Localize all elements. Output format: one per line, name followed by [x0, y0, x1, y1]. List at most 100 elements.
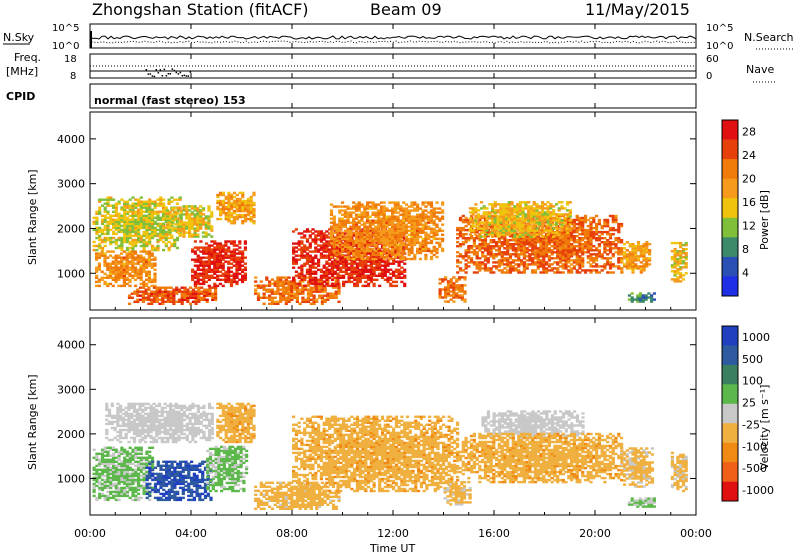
power-echo-cell-9: [452, 290, 456, 293]
power-echo-cell-7: [325, 256, 329, 259]
power-echo-cell-7: [305, 270, 310, 273]
power-echo-cell-8: [332, 237, 336, 241]
power-echo-cell-8: [357, 219, 361, 222]
power-echo-cell-0: [134, 230, 138, 234]
power-echo-cell-10: [542, 247, 546, 250]
power-echo-cell-1: [122, 284, 126, 288]
power-echo-cell-6: [287, 282, 291, 285]
power-echo-cell-2: [208, 294, 212, 297]
power-echo-cell-9: [452, 276, 456, 279]
power-echo-cell-11: [491, 231, 495, 234]
power-echo-cell-8: [352, 225, 356, 228]
power-echo-cell-4: [216, 274, 220, 277]
power-echo-cell-10: [600, 241, 604, 244]
power-echo-cell-7: [383, 264, 387, 267]
power-echo-cell-8: [427, 241, 431, 245]
power-echo-cell-1: [133, 252, 138, 255]
power-echo-cell-2: [127, 296, 132, 299]
power-echo-cell-0: [112, 206, 116, 209]
power-echo-cell-1: [139, 264, 143, 267]
power-echo-cell-1: [95, 252, 99, 255]
power-echo-cell-7: [294, 242, 298, 245]
power-echo-cell-0: [120, 244, 124, 248]
power-echo-cell-10: [572, 228, 576, 232]
power-echo-cell-11: [504, 213, 509, 216]
power-echo-cell-5: [249, 217, 253, 221]
power-echo-cell-8: [391, 245, 395, 249]
power-echo-cell-4: [243, 276, 247, 279]
power-echo-cell-3: [199, 215, 203, 218]
nsearch-label: N.Search: [744, 31, 794, 44]
power-echo-cell-5: [252, 220, 256, 223]
power-echo-cell-8: [379, 205, 384, 208]
freq-trace: [90, 65, 696, 78]
power-echo-cell-3: [193, 223, 197, 226]
power-echo-cell-1: [136, 270, 140, 273]
power-echo-cell-1: [153, 280, 157, 284]
power-echo-cell-6: [262, 288, 266, 291]
power-echo-cell-3: [199, 221, 203, 224]
power-echo-cell-10: [545, 271, 549, 274]
power-echo-cell-6: [276, 282, 280, 285]
power-echo-cell-10: [600, 237, 604, 240]
power-echo-cell-10: [556, 255, 560, 258]
power-echo-cell-2: [205, 292, 209, 295]
power-echo-cell-9: [444, 278, 448, 281]
power-echo-cell-10: [478, 218, 482, 222]
power-echo-cell-10: [614, 265, 618, 268]
power-echo-cell-10: [528, 255, 532, 258]
power-echo-cell-8: [335, 243, 339, 247]
power-echo-cell-0: [98, 236, 102, 240]
power-echo-cell-1: [100, 276, 104, 279]
power-echo-cell-2: [172, 300, 176, 303]
power-echo-cell-4: [204, 250, 209, 253]
power-echo-cell-7: [330, 270, 335, 273]
power-echo-cell-4: [199, 246, 203, 249]
power-echo-cell-8: [352, 211, 356, 214]
power-echo-cell-6: [320, 302, 324, 305]
power-echo-cell-10: [528, 243, 532, 246]
power-echo-cell-4: [238, 260, 242, 263]
power-echo-cell-7: [294, 262, 298, 265]
power-echo-cell-2: [180, 294, 184, 297]
power-echo-cell-8: [349, 213, 353, 216]
power-echo-cell-10: [617, 267, 621, 270]
power-echo-cell-1: [122, 272, 126, 275]
power-echo-cell-10: [589, 245, 593, 248]
power-echo-cell-10: [595, 257, 599, 260]
power-echo-cell-2: [172, 292, 176, 295]
power-echo-cell-5: [227, 195, 231, 199]
power-echo-cell-1: [108, 272, 113, 275]
power-echo-cell-6: [265, 284, 269, 287]
power-echo-cell-1: [145, 260, 149, 263]
power-echo-cell-10: [528, 253, 532, 256]
power-echo-cell-3: [179, 215, 183, 218]
power-echo-cell-8: [407, 247, 411, 251]
power-echo-cell-0: [170, 222, 174, 225]
power-echo-cell-11: [474, 225, 478, 228]
power-echo-cell-7: [339, 244, 343, 247]
power-echo-cell-0: [103, 198, 107, 201]
power-echo-cell-7: [297, 254, 301, 257]
power-echo-cell-10: [603, 247, 607, 250]
power-echo-cell-10: [603, 220, 607, 224]
power-echo-cell-11: [499, 217, 503, 220]
power-echo-cell-10: [611, 228, 615, 232]
power-echo-cell-11: [507, 213, 511, 216]
power-echo-cell-10: [547, 257, 551, 260]
power-echo-cell-7: [358, 264, 362, 267]
power-echo-cell-4: [199, 264, 203, 267]
power-echo-cell-7: [314, 234, 318, 237]
power-echo-cell-6: [265, 276, 269, 279]
power-echo-cell-6: [279, 296, 283, 299]
power-echo-cell-2: [214, 294, 218, 297]
power-echo-cell-7: [386, 268, 390, 271]
power-echo-cell-4: [216, 256, 220, 259]
power-echo-cell-3: [185, 225, 189, 228]
power-echo-cell-7: [330, 264, 335, 267]
power-echo-cell-8: [396, 237, 400, 241]
power-echo-cell-10: [606, 218, 610, 222]
power-echo-cell-7: [300, 268, 304, 271]
power-echo-cell-11: [513, 225, 517, 228]
power-echo-cell-8: [391, 235, 395, 238]
